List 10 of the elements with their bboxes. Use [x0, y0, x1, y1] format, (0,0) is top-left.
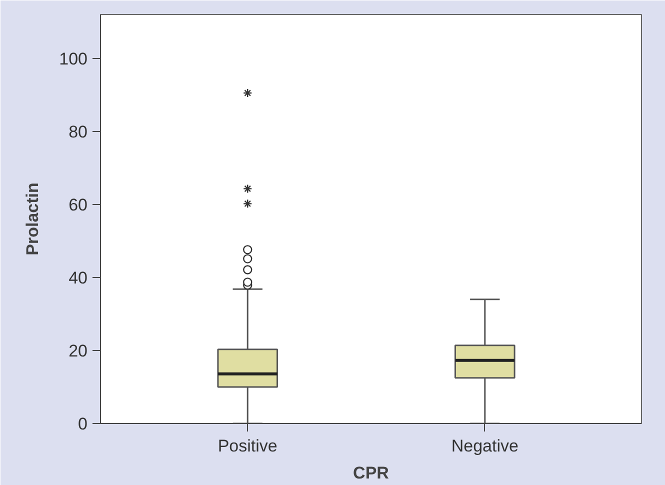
y-tick-label: 40: [68, 268, 88, 288]
y-tick-label: 80: [68, 122, 88, 142]
y-tick-label: 60: [68, 195, 88, 214]
y-tick-label: 20: [68, 341, 88, 360]
x-tick-label: Negative: [451, 436, 518, 456]
x-axis-title: CPR: [353, 464, 389, 482]
y-tick-label: 100: [59, 49, 88, 68]
x-tick-label: Positive: [218, 436, 278, 456]
y-axis-title: Prolactin: [23, 182, 42, 256]
y-tick-label: 0: [78, 414, 88, 434]
